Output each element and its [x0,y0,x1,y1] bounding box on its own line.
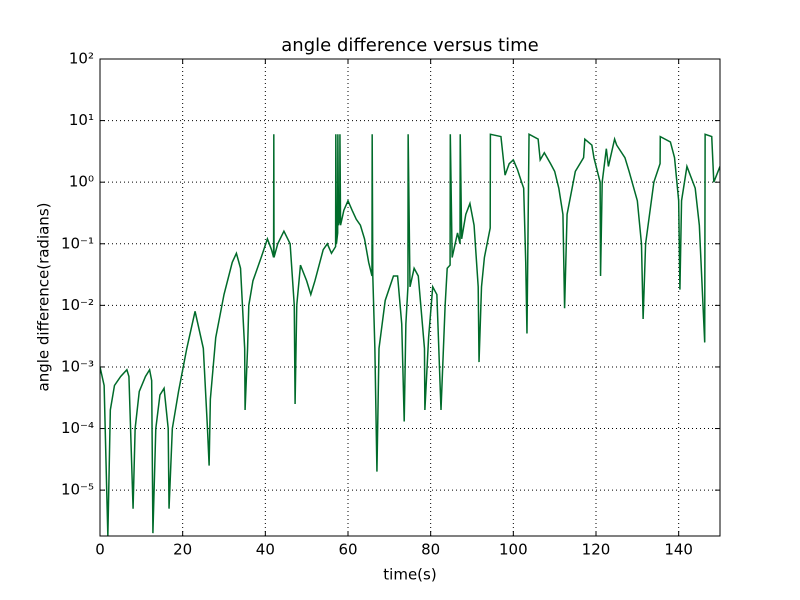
plot-frame [99,58,721,537]
x-tick-label: 60 [338,541,357,559]
y-tick-label: 10⁻³ [61,357,94,375]
x-axis-label: time(s) [383,566,436,584]
x-tick-label: 120 [582,541,611,559]
x-tick-label: 100 [499,541,528,559]
y-axis-label: angle difference(radians) [35,203,53,392]
y-tick-label: 10¹ [69,111,94,129]
y-tick-label: 10⁻⁵ [61,481,94,499]
x-tick-label: 80 [421,541,440,559]
y-tick-label: 10⁰ [69,173,94,191]
y-tick-label: 10² [69,50,94,68]
x-tick-label: 140 [664,541,693,559]
x-tick-label: 40 [256,541,275,559]
y-tick-label: 10⁻² [61,296,94,314]
x-tick-label: 20 [173,541,192,559]
y-tick-label: 10⁻¹ [61,234,94,252]
data-line [100,133,720,536]
y-tick-label: 10⁻⁴ [61,419,94,437]
x-tick-label: 0 [95,541,105,559]
chart-title: angle difference versus time [281,35,538,56]
